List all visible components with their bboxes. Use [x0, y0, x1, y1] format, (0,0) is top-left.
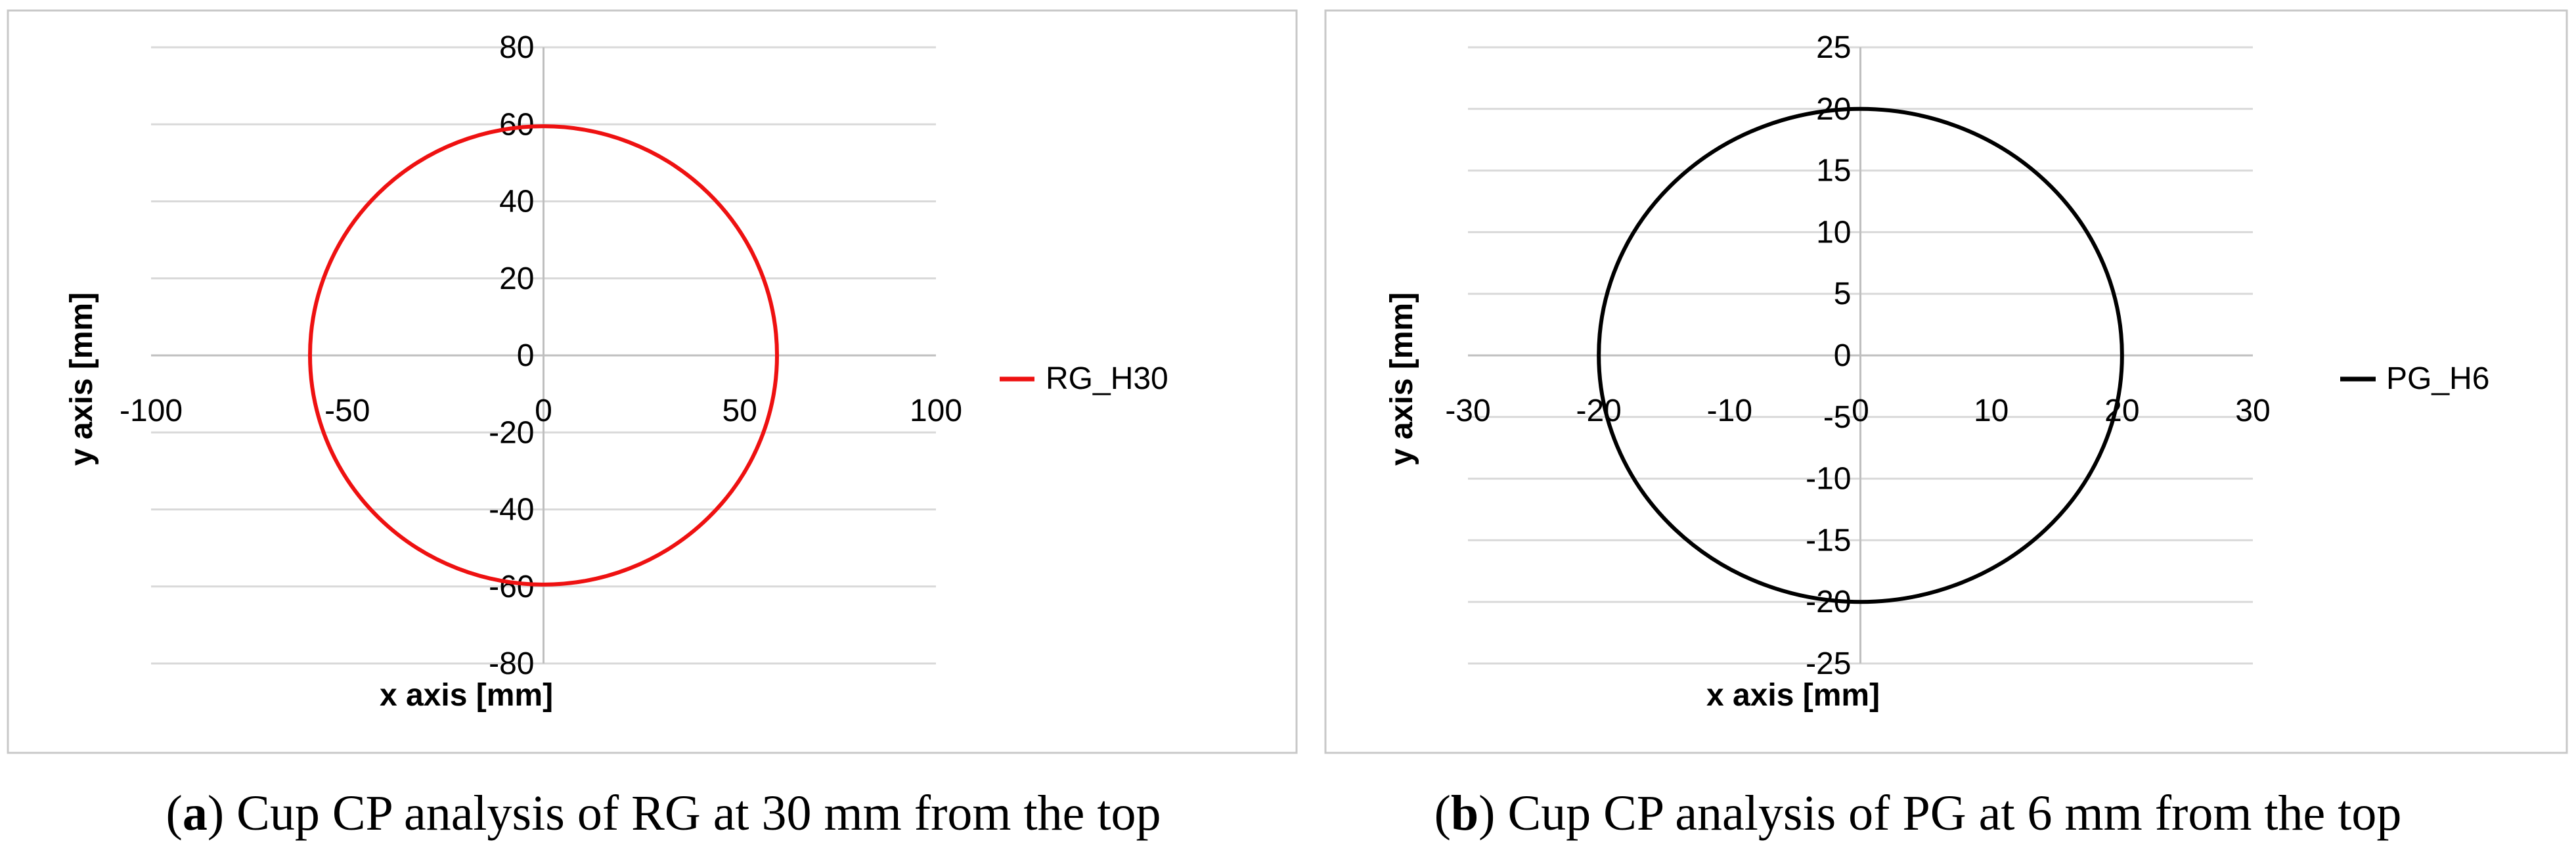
y-tick-label: 0 — [1834, 338, 1852, 373]
chart-frame-b — [1324, 9, 2568, 754]
legend-label-RG_H30: RG_H30 — [1046, 361, 1168, 396]
y-axis-title: y axis [mm] — [1385, 292, 1419, 466]
y-tick-label: 60 — [499, 107, 534, 142]
x-tick-label: -50 — [324, 393, 370, 428]
y-tick-label: -5 — [1823, 400, 1852, 435]
y-axis-title: y axis [mm] — [64, 292, 99, 466]
x-tick-label: -10 — [1707, 393, 1752, 428]
y-tick-label: -80 — [489, 646, 534, 681]
caption-open-paren: ( — [1434, 786, 1451, 841]
caption-label: b — [1451, 786, 1478, 841]
caption-body: Cup CP analysis of PG at 6 mm from the t… — [1507, 786, 2401, 841]
caption-a: (a) Cup CP analysis of RG at 30 mm from … — [166, 786, 1161, 841]
y-tick-label: -60 — [489, 570, 534, 604]
caption-b: (b) Cup CP analysis of PG at 6 mm from t… — [1434, 786, 2402, 841]
caption-label: a — [183, 786, 208, 841]
y-tick-label: 20 — [499, 261, 534, 296]
series-curve-RG_H30 — [307, 124, 780, 587]
x-tick-label: 30 — [2235, 393, 2270, 428]
x-tick-label: 10 — [1974, 393, 2009, 428]
x-axis-title: x axis [mm] — [1706, 678, 1880, 713]
x-tick-label: 100 — [910, 393, 962, 428]
x-tick-label: -100 — [120, 393, 183, 428]
x-tick-label: 50 — [722, 393, 757, 428]
caption-body: Cup CP analysis of RG at 30 mm from the … — [236, 786, 1161, 841]
y-tick-label: 80 — [499, 30, 534, 65]
x-tick-label: 0 — [535, 393, 552, 428]
y-tick-label: -20 — [489, 415, 534, 450]
y-tick-label: -15 — [1806, 523, 1851, 558]
y-tick-label: 15 — [1816, 154, 1851, 189]
series-curve-PG_H6 — [1597, 106, 2124, 604]
caption-close-paren: ) — [1478, 786, 1507, 841]
caption-close-paren: ) — [208, 786, 236, 841]
y-tick-label: -40 — [489, 493, 534, 528]
y-tick-label: 40 — [499, 185, 534, 219]
y-tick-label: 5 — [1834, 277, 1852, 311]
y-tick-label: 0 — [517, 338, 535, 373]
x-tick-label: -30 — [1445, 393, 1490, 428]
x-axis-title: x axis [mm] — [380, 678, 553, 713]
y-tick-label: 25 — [1816, 30, 1851, 65]
x-tick-label: -20 — [1576, 393, 1621, 428]
chart-frame-a — [7, 9, 1298, 754]
caption-open-paren: ( — [166, 786, 183, 841]
x-tick-label: 20 — [2104, 393, 2139, 428]
y-tick-label: -10 — [1806, 462, 1851, 497]
legend-label-PG_H6: PG_H6 — [2386, 361, 2489, 396]
y-tick-label: -25 — [1806, 646, 1851, 681]
x-tick-label: 0 — [1852, 393, 1869, 428]
y-tick-label: 10 — [1816, 215, 1851, 250]
